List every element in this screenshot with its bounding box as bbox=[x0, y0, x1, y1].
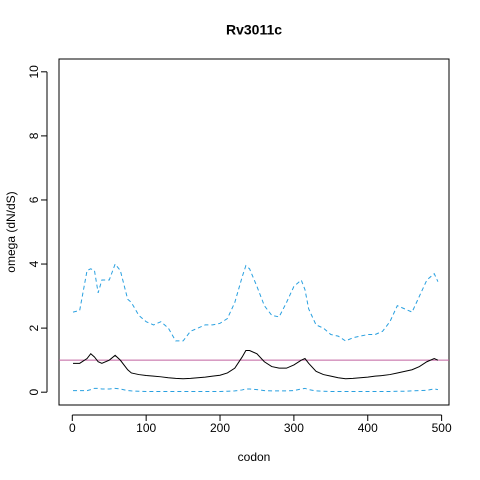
chart-title: Rv3011c bbox=[226, 22, 282, 38]
y-tick-label: 0 bbox=[27, 389, 41, 396]
x-tick-label: 0 bbox=[69, 421, 76, 435]
series-line bbox=[73, 350, 439, 380]
y-tick-label: 4 bbox=[27, 260, 41, 267]
x-tick-label: 300 bbox=[284, 421, 304, 435]
y-tick-label: 2 bbox=[27, 324, 41, 331]
x-tick-label: 500 bbox=[432, 421, 452, 435]
series-line bbox=[73, 387, 439, 393]
y-tick-label: 8 bbox=[27, 132, 41, 139]
y-tick-label: 10 bbox=[27, 65, 41, 79]
plot-box bbox=[58, 58, 450, 406]
x-tick-label: 400 bbox=[358, 421, 378, 435]
y-tick-label: 6 bbox=[27, 196, 41, 203]
x-tick-label: 200 bbox=[210, 421, 230, 435]
series-line bbox=[72, 263, 439, 342]
x-axis-label: codon bbox=[238, 450, 271, 464]
x-tick-label: 100 bbox=[136, 421, 156, 435]
y-axis-label: omega (dN/dS) bbox=[4, 191, 18, 272]
